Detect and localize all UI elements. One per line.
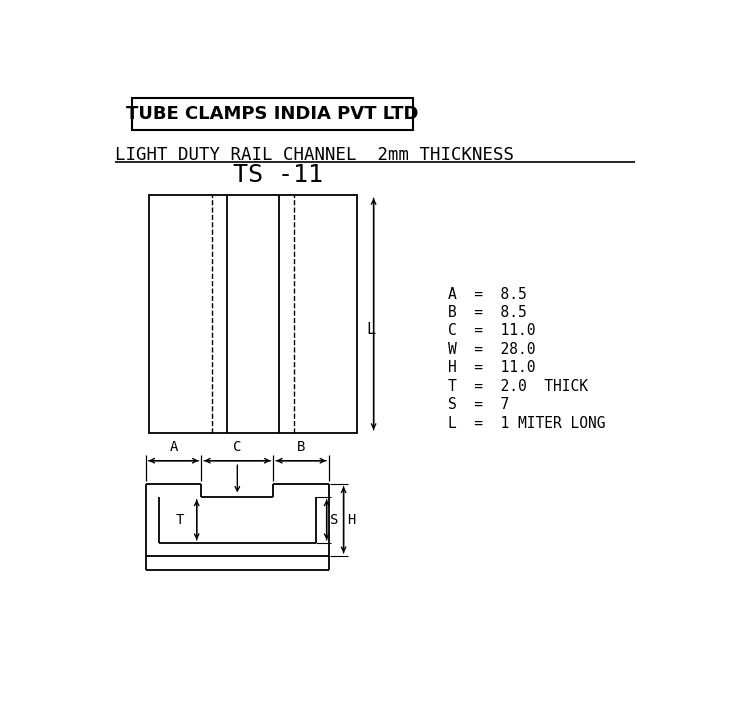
Text: L: L: [366, 322, 375, 337]
Bar: [132, 98, 413, 130]
Text: H: H: [348, 513, 356, 527]
Text: A: A: [169, 439, 178, 454]
Text: A  =  8.5: A = 8.5: [447, 287, 526, 301]
Text: W  =  28.0: W = 28.0: [447, 342, 535, 357]
Text: C  =  11.0: C = 11.0: [447, 324, 535, 339]
Text: T  =  2.0  THICK: T = 2.0 THICK: [447, 379, 588, 394]
Text: T: T: [176, 513, 184, 527]
Text: B: B: [297, 439, 305, 454]
Text: S  =  7: S = 7: [447, 397, 509, 413]
Bar: [149, 195, 356, 433]
Text: B  =  8.5: B = 8.5: [447, 305, 526, 320]
Text: S: S: [329, 513, 338, 527]
Text: C: C: [233, 439, 242, 454]
Text: TS -11: TS -11: [233, 163, 323, 187]
Text: TUBE CLAMPS INDIA PVT LTD: TUBE CLAMPS INDIA PVT LTD: [126, 105, 419, 123]
Text: LIGHT DUTY RAIL CHANNEL  2mm THICKNESS: LIGHT DUTY RAIL CHANNEL 2mm THICKNESS: [115, 146, 514, 164]
Text: H  =  11.0: H = 11.0: [447, 361, 535, 376]
Text: L  =  1 MITER LONG: L = 1 MITER LONG: [447, 416, 605, 431]
